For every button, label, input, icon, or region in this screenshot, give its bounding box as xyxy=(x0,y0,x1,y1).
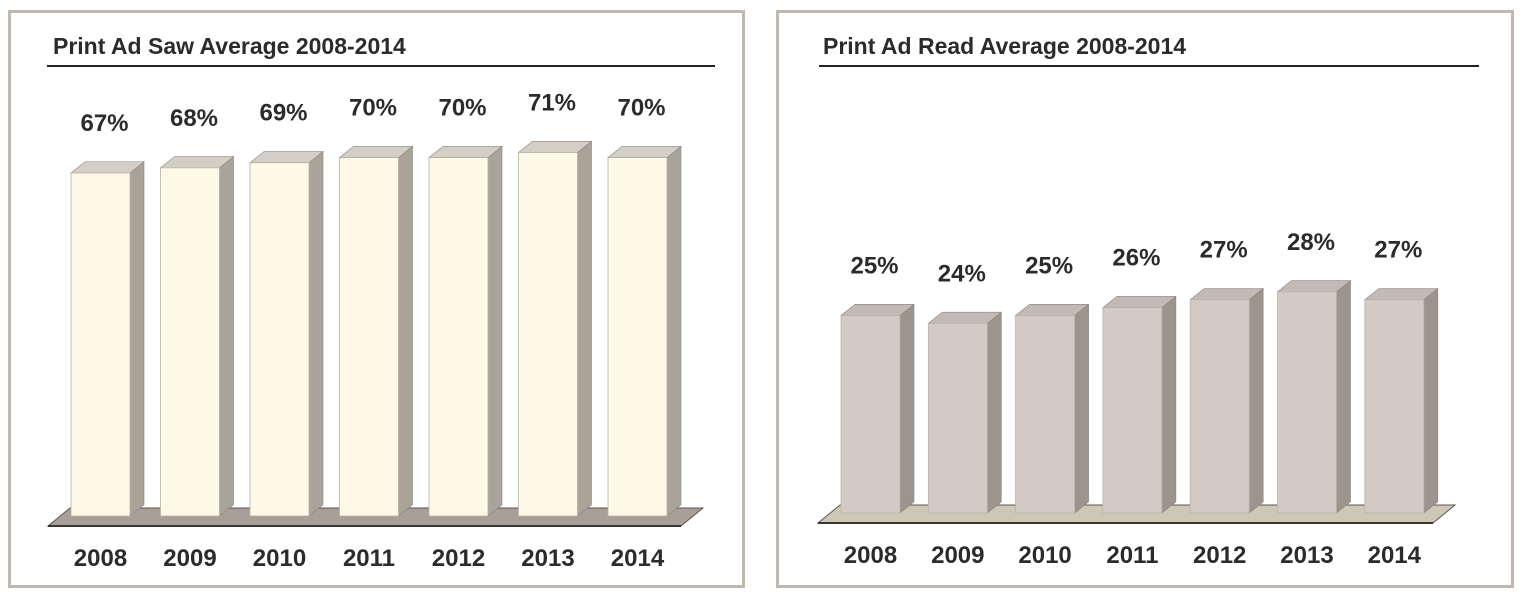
bar-front xyxy=(339,157,399,517)
bar-front xyxy=(1015,315,1076,514)
bar-2014 xyxy=(607,145,682,517)
bar-front xyxy=(1189,299,1250,514)
bar-value-label: 25% xyxy=(850,253,898,280)
bar-2013 xyxy=(517,140,593,517)
bar-chart-saw: 67% 2008 68% 2009 69% 2010 70% 2011 70% 2012 71% 20… xyxy=(46,89,705,572)
bar-value-label: 68% xyxy=(170,105,218,132)
bar-2014 xyxy=(1363,287,1439,514)
bar-value-label: 28% xyxy=(1287,229,1335,256)
bar-2010 xyxy=(249,150,324,517)
bar-side xyxy=(666,145,682,517)
x-tick-label: 2013 xyxy=(521,545,574,572)
x-tick-label: 2008 xyxy=(844,542,897,569)
bar-front xyxy=(428,157,489,517)
bar-2009 xyxy=(159,156,235,517)
bar-side xyxy=(308,150,324,517)
bar-value-label: 24% xyxy=(938,260,986,287)
bar-front xyxy=(840,315,901,514)
chart-title: Print Ad Saw Average 2008-2014 xyxy=(53,33,406,59)
bar-side xyxy=(487,145,503,517)
bar-front xyxy=(607,157,668,517)
bar-front xyxy=(160,167,220,517)
bar-value-label: 70% xyxy=(438,95,486,122)
bar-side xyxy=(398,145,413,517)
bar-front xyxy=(518,152,578,517)
x-tick-label: 2014 xyxy=(1368,542,1422,569)
bar-side xyxy=(1336,279,1351,514)
bar-front xyxy=(1364,299,1425,514)
bar-value-label: 70% xyxy=(617,95,665,122)
title-divider xyxy=(47,65,715,67)
bar-2009 xyxy=(927,311,1003,514)
x-tick-label: 2011 xyxy=(343,545,395,572)
bar-2013 xyxy=(1276,279,1352,514)
x-tick-label: 2010 xyxy=(253,545,306,572)
bar-value-label: 27% xyxy=(1200,237,1248,264)
bar-value-label: 71% xyxy=(528,89,576,116)
bar-front xyxy=(1102,307,1163,514)
x-tick-label: 2014 xyxy=(611,545,665,572)
x-tick-label: 2012 xyxy=(1193,542,1246,569)
bar-side xyxy=(1423,287,1439,514)
bar-2011 xyxy=(338,145,414,517)
x-tick-label: 2008 xyxy=(74,545,127,572)
bar-front xyxy=(70,172,131,517)
bar-side xyxy=(219,156,234,517)
bar-front xyxy=(249,162,310,517)
bar-value-label: 67% xyxy=(80,110,128,137)
x-tick-label: 2010 xyxy=(1018,542,1071,569)
bar-side xyxy=(1161,295,1177,514)
bar-2008 xyxy=(70,161,145,517)
bar-2010 xyxy=(1014,303,1090,514)
bar-chart-read: 25% 2008 24% 2009 25% 2010 26% 2011 27% 2012 28% 20… xyxy=(816,229,1457,569)
bar-front xyxy=(1277,291,1337,514)
bar-value-label: 69% xyxy=(259,100,307,127)
chart-title: Print Ad Read Average 2008-2014 xyxy=(823,33,1187,59)
bar-side xyxy=(899,303,915,514)
bar-front xyxy=(927,322,988,514)
bar-2012 xyxy=(428,145,503,517)
bar-side xyxy=(1074,303,1089,514)
x-tick-label: 2009 xyxy=(163,545,216,572)
bar-side xyxy=(1248,287,1264,514)
bar-2011 xyxy=(1102,295,1177,514)
bar-2008 xyxy=(840,303,915,514)
bar-2012 xyxy=(1189,287,1265,514)
bar-value-label: 25% xyxy=(1025,253,1073,280)
x-tick-label: 2013 xyxy=(1280,542,1333,569)
x-tick-label: 2012 xyxy=(432,545,485,572)
bar-value-label: 26% xyxy=(1112,245,1160,272)
title-divider xyxy=(819,65,1479,67)
bar-side xyxy=(577,140,592,517)
bar-value-label: 27% xyxy=(1374,237,1422,264)
x-tick-label: 2009 xyxy=(931,542,984,569)
bar-side xyxy=(987,311,1002,514)
x-tick-label: 2011 xyxy=(1106,542,1158,569)
bar-side xyxy=(129,161,145,517)
chart-panel-saw: Print Ad Saw Average 2008-2014 67% 2008 68… xyxy=(8,10,745,588)
bar-value-label: 70% xyxy=(349,95,397,122)
chart-panel-read: Print Ad Read Average 2008-2014 25% 2008 2… xyxy=(776,10,1514,588)
